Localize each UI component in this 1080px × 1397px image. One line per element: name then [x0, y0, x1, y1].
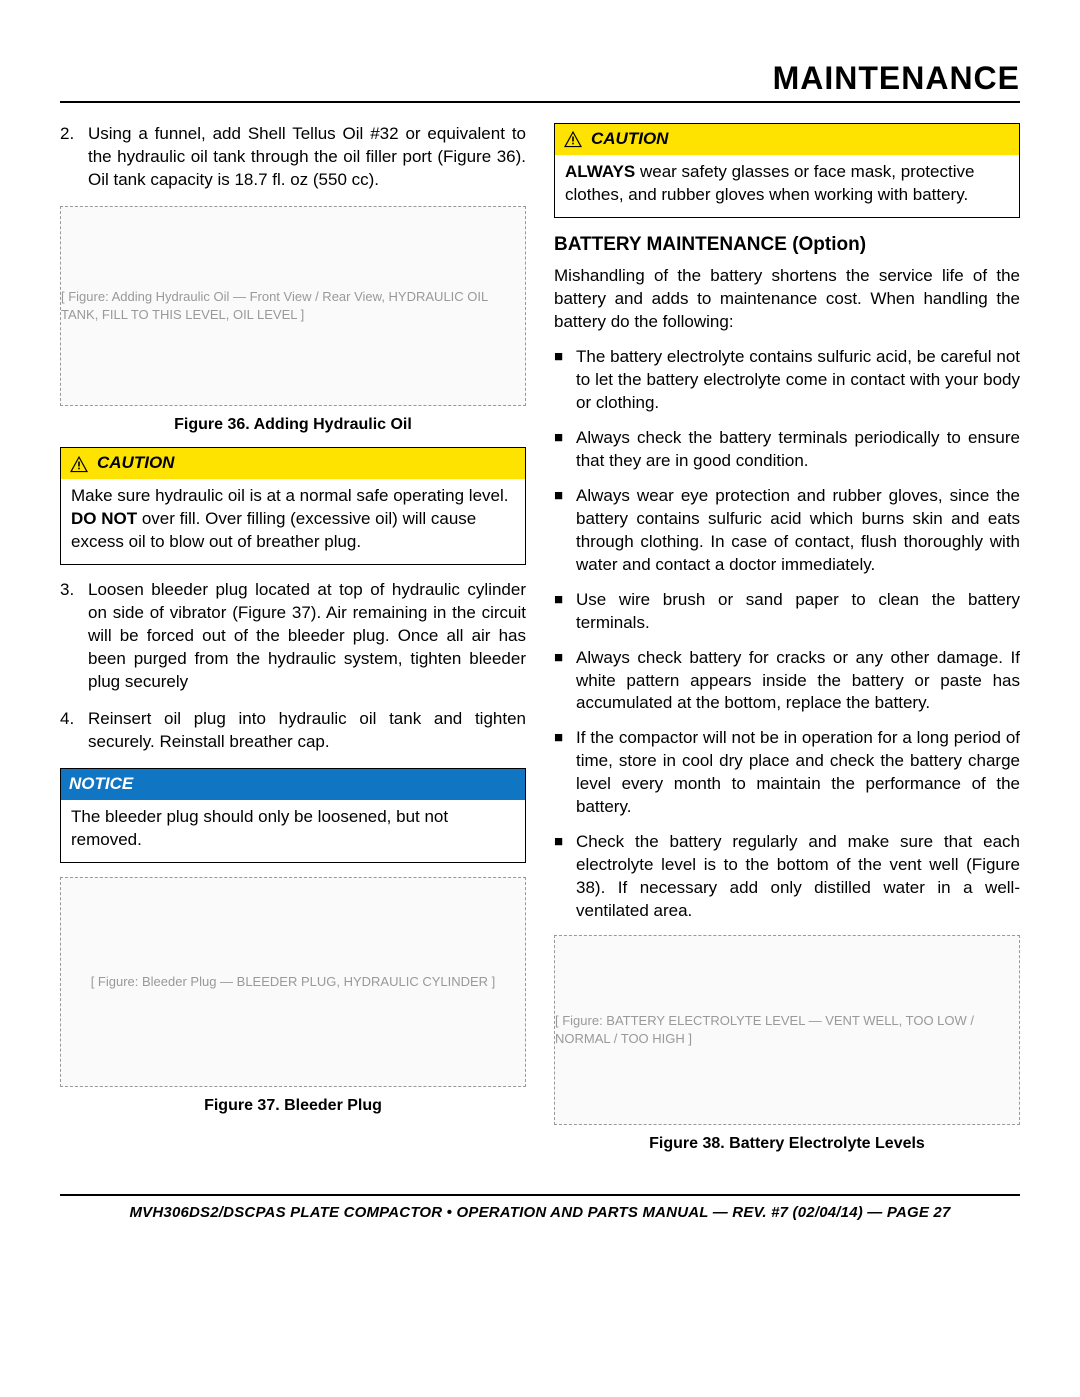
caution-header: CAUTION [61, 448, 525, 479]
notice-label: NOTICE [69, 773, 133, 796]
step-text: Reinsert oil plug into hydraulic oil tan… [88, 708, 526, 754]
notice-header: NOTICE [61, 769, 525, 800]
steps-list: 2. Using a funnel, add Shell Tellus Oil … [60, 123, 526, 192]
notice-box: NOTICE The bleeder plug should only be l… [60, 768, 526, 863]
figure-37-image: [ Figure: Bleeder Plug — BLEEDER PLUG, H… [60, 877, 526, 1087]
battery-maintenance-heading: BATTERY MAINTENANCE (Option) [554, 232, 1020, 258]
bullet-text: Check the battery regularly and make sur… [576, 831, 1020, 923]
step-3: 3. Loosen bleeder plug located at top of… [60, 579, 526, 694]
bullets-list: The battery electrolyte contains sulfuri… [554, 346, 1020, 923]
bullet-text: Always check battery for cracks or any o… [576, 647, 1020, 716]
step-number: 4. [60, 708, 88, 754]
bullet-text: Use wire brush or sand paper to clean th… [576, 589, 1020, 635]
figure-38-caption: Figure 38. Battery Electrolyte Levels [554, 1133, 1020, 1155]
step-number: 2. [60, 123, 88, 192]
bullet-text: Always check the battery terminals perio… [576, 427, 1020, 473]
left-column: 2. Using a funnel, add Shell Tellus Oil … [60, 123, 526, 1166]
figure-36-image: [ Figure: Adding Hydraulic Oil — Front V… [60, 206, 526, 406]
bullet-text: The battery electrolyte contains sulfuri… [576, 346, 1020, 415]
bullet-item: If the compactor will not be in operatio… [554, 727, 1020, 819]
caution-body: Make sure hydraulic oil is at a normal s… [61, 479, 525, 564]
step-text: Using a funnel, add Shell Tellus Oil #32… [88, 123, 526, 192]
caution-text-bold: ALWAYS [565, 162, 635, 181]
bullet-item: Use wire brush or sand paper to clean th… [554, 589, 1020, 635]
caution-text-pre: Make sure hydraulic oil is at a normal s… [71, 486, 509, 505]
bullet-item: Check the battery regularly and make sur… [554, 831, 1020, 923]
step-text: Loosen bleeder plug located at top of hy… [88, 579, 526, 694]
step-2: 2. Using a funnel, add Shell Tellus Oil … [60, 123, 526, 192]
bullet-item: Always check the battery terminals perio… [554, 427, 1020, 473]
notice-body: The bleeder plug should only be loosened… [61, 800, 525, 862]
caution-label: CAUTION [591, 128, 668, 151]
bullet-item: Always wear eye protection and rubber gl… [554, 485, 1020, 577]
steps-list-2: 3. Loosen bleeder plug located at top of… [60, 579, 526, 754]
intro-paragraph: Mishandling of the battery shortens the … [554, 265, 1020, 334]
page-title: MAINTENANCE [60, 60, 1020, 103]
caution-text-bold: DO NOT [71, 509, 137, 528]
caution-header: CAUTION [555, 124, 1019, 155]
figure-36-caption: Figure 36. Adding Hydraulic Oil [60, 414, 526, 436]
warning-icon [563, 130, 583, 148]
caution-body: ALWAYS wear safety glasses or face mask,… [555, 155, 1019, 217]
bullet-item: Always check battery for cracks or any o… [554, 647, 1020, 716]
caution-box-2: CAUTION ALWAYS wear safety glasses or fa… [554, 123, 1020, 218]
bullet-text: If the compactor will not be in operatio… [576, 727, 1020, 819]
right-column: CAUTION ALWAYS wear safety glasses or fa… [554, 123, 1020, 1166]
step-number: 3. [60, 579, 88, 694]
warning-icon [69, 455, 89, 473]
figure-38-image: [ Figure: BATTERY ELECTROLYTE LEVEL — VE… [554, 935, 1020, 1125]
caution-label: CAUTION [97, 452, 174, 475]
figure-37-caption: Figure 37. Bleeder Plug [60, 1095, 526, 1117]
caution-box-1: CAUTION Make sure hydraulic oil is at a … [60, 447, 526, 565]
bullet-text: Always wear eye protection and rubber gl… [576, 485, 1020, 577]
bullet-item: The battery electrolyte contains sulfuri… [554, 346, 1020, 415]
step-4: 4. Reinsert oil plug into hydraulic oil … [60, 708, 526, 754]
page-footer: MVH306DS2/DSCPAS PLATE COMPACTOR • OPERA… [60, 1194, 1020, 1221]
content-columns: 2. Using a funnel, add Shell Tellus Oil … [60, 123, 1020, 1166]
